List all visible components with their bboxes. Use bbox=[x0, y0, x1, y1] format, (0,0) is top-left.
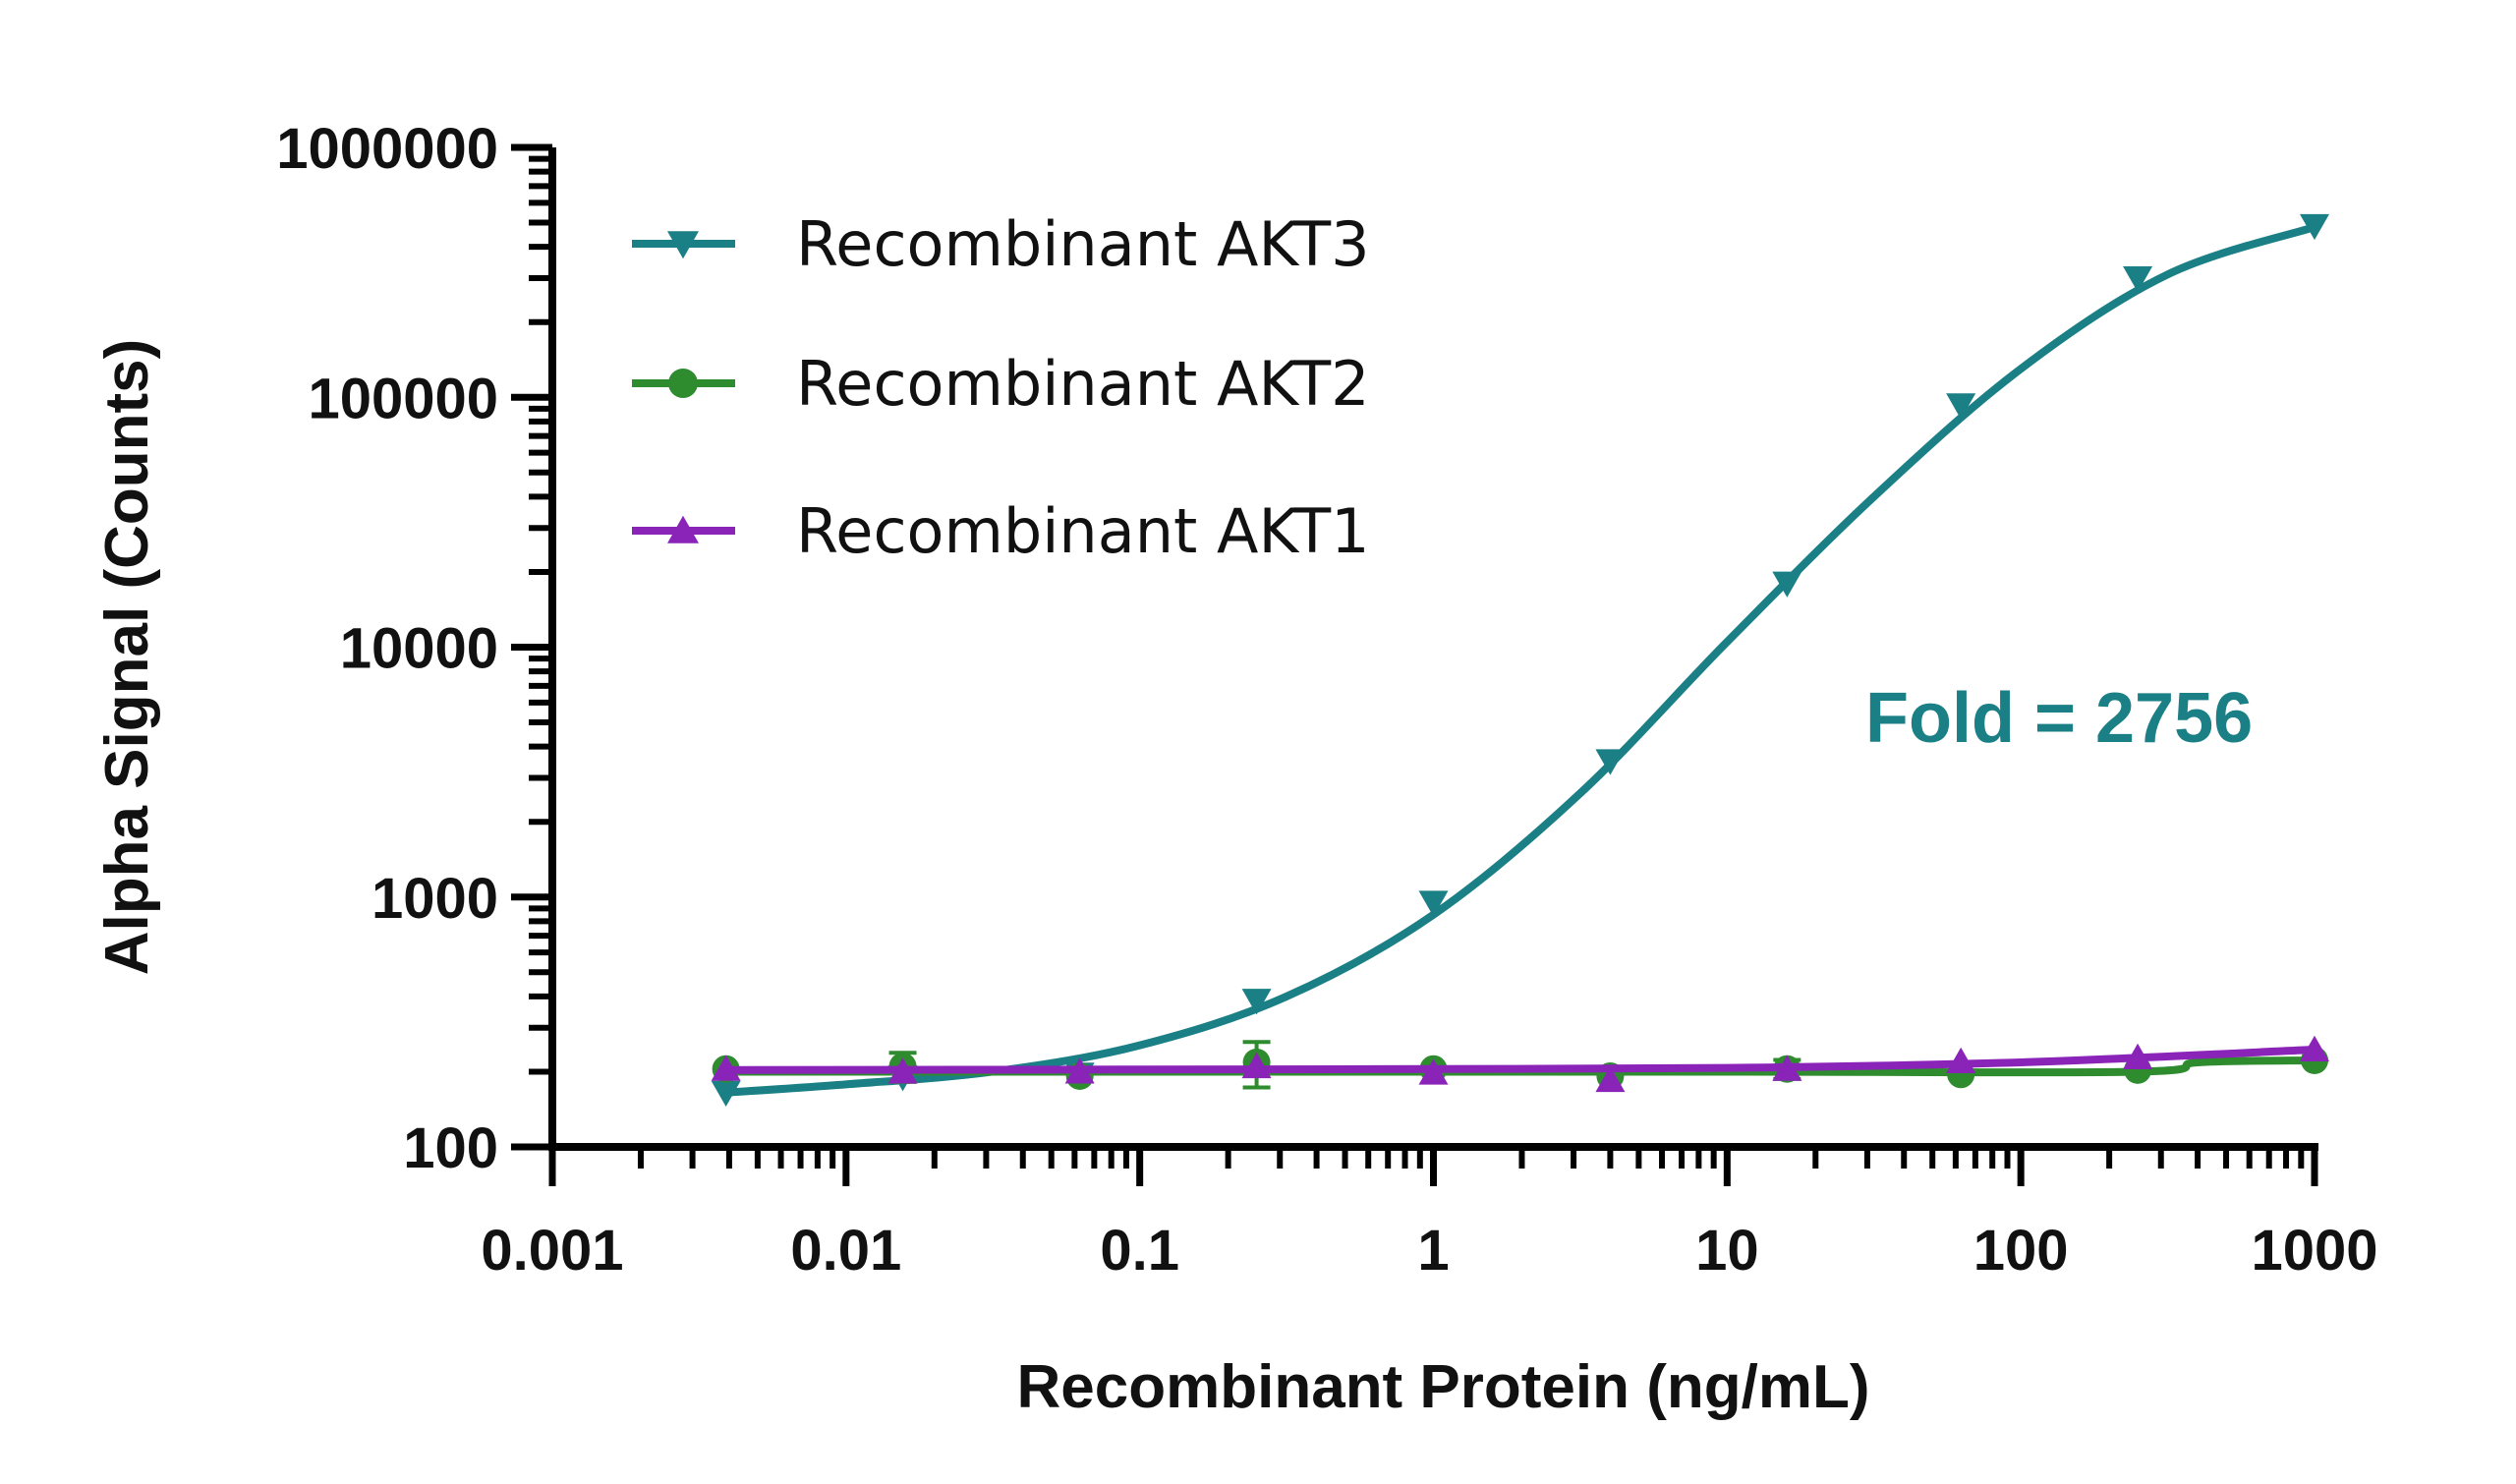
data-point bbox=[1064, 1057, 1095, 1084]
y-tick-label: 100000 bbox=[308, 367, 498, 430]
legend-marker bbox=[667, 231, 699, 259]
legend-item: Recombinant AKT1 bbox=[632, 495, 1370, 567]
data-point bbox=[1241, 989, 1272, 1015]
legend-label: Recombinant AKT2 bbox=[796, 348, 1370, 420]
data-point bbox=[2300, 213, 2329, 241]
data-point bbox=[1946, 1047, 1976, 1073]
y-tick-label: 10000 bbox=[340, 617, 498, 681]
data-point bbox=[2123, 1043, 2153, 1069]
data-point bbox=[1418, 1058, 1449, 1085]
y-tick-label: 1000 bbox=[372, 867, 498, 931]
legend-label: Recombinant AKT3 bbox=[796, 208, 1370, 280]
fold-annotation: Fold = 2756 bbox=[1865, 679, 2253, 758]
data-point bbox=[1595, 749, 1626, 775]
x-tick-label: 100 bbox=[1973, 1219, 2069, 1283]
data-point bbox=[1418, 890, 1449, 917]
axis-ticks bbox=[511, 143, 2318, 1186]
series-layer bbox=[711, 213, 2329, 1107]
fit-curve bbox=[721, 1046, 2318, 1074]
y-tick-label: 100 bbox=[403, 1116, 498, 1180]
y-axis-title: Alpha Signal (Counts) bbox=[93, 339, 161, 976]
data-point bbox=[1241, 1052, 1272, 1079]
x-tick-label: 0.01 bbox=[790, 1219, 901, 1283]
axes bbox=[548, 147, 2318, 1151]
legend-label: Recombinant AKT1 bbox=[796, 495, 1370, 567]
data-point bbox=[1772, 1055, 1802, 1081]
legend-marker bbox=[667, 515, 699, 543]
data-point bbox=[1595, 1065, 1626, 1093]
x-tick-label: 0.1 bbox=[1100, 1219, 1179, 1283]
x-axis-title: Recombinant Protein (ng/mL) bbox=[1017, 1353, 1870, 1421]
y-tick-label: 1000000 bbox=[276, 117, 498, 181]
data-point bbox=[887, 1057, 918, 1084]
data-point bbox=[711, 1055, 741, 1081]
data-point bbox=[1772, 571, 1802, 598]
data-point bbox=[2123, 265, 2153, 293]
x-tick-label: 0.001 bbox=[481, 1219, 623, 1283]
data-point bbox=[1946, 393, 1976, 420]
legend-item: Recombinant AKT3 bbox=[632, 208, 1370, 280]
data-point bbox=[711, 1080, 741, 1107]
x-tick-label: 1 bbox=[1417, 1219, 1449, 1283]
tick-labels: 0.001 0.01 0.1 1 10 100 1000 100 1000 10000 100000… bbox=[276, 117, 2377, 1283]
data-point bbox=[2300, 1035, 2329, 1062]
legend-item: Recombinant AKT2 bbox=[632, 348, 1370, 420]
legend-marker bbox=[668, 369, 698, 398]
legend: Recombinant AKT3 Recombinant AKT2 Recombin… bbox=[632, 208, 1370, 567]
x-tick-label: 10 bbox=[1695, 1219, 1759, 1283]
series-recombinant-akt1 bbox=[711, 1035, 2329, 1093]
x-tick-label: 1000 bbox=[2251, 1219, 2377, 1283]
